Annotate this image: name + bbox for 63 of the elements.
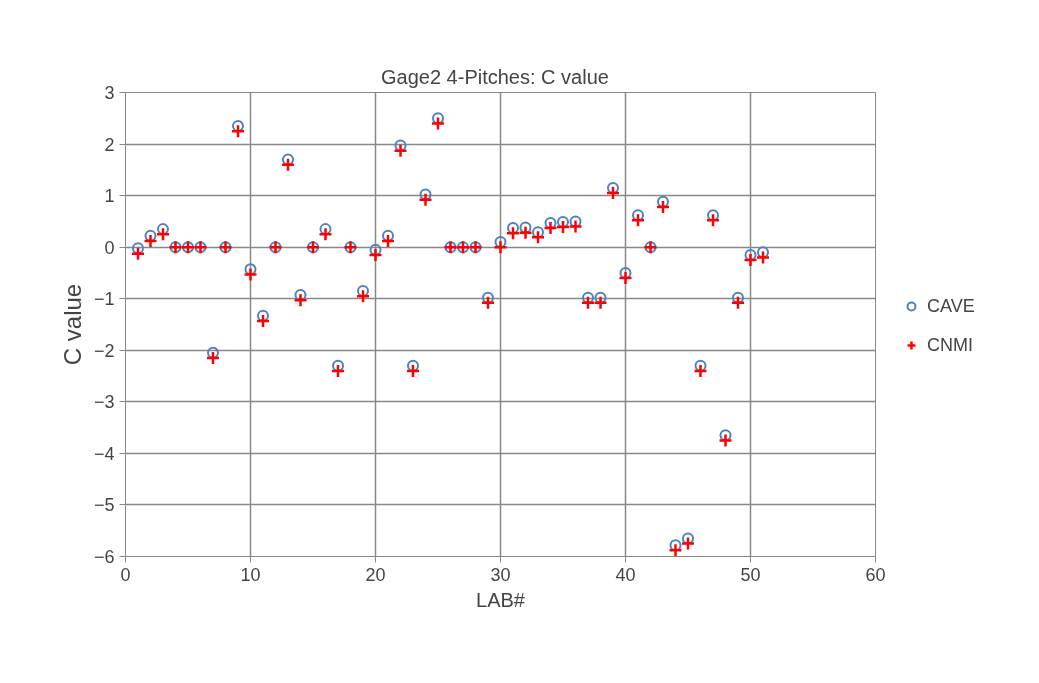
point [330,363,346,379]
y-tick-label: −6 [93,547,115,567]
point [255,313,271,329]
point [618,270,633,286]
x-tick-label: 30 [490,564,511,585]
point [405,363,421,379]
point [718,433,733,448]
chart-title: Gage2 4-Pitches: C value [380,65,609,88]
x-tick-label: 40 [615,564,636,585]
point [205,350,221,366]
point [693,363,708,379]
y-tick-label: 2 [104,134,115,155]
point [580,295,596,311]
y-tick-label: −2 [93,340,115,361]
point [655,199,671,215]
point [130,246,146,262]
point [705,213,721,228]
point [280,157,296,172]
y-tick-label: −4 [93,443,115,464]
x-tick-label: 10 [240,564,261,585]
point [418,192,433,207]
point [318,227,333,242]
point [393,143,408,159]
point [680,536,696,551]
legend-label: CAVE [927,295,975,317]
point [368,247,383,263]
point [593,295,608,311]
x-tick-label: 50 [740,564,761,585]
y-tick-label: 3 [104,83,115,103]
y-tick-label: 1 [104,186,115,207]
legend-label: CNMI [927,334,973,356]
y-tick-label: −3 [93,392,115,413]
point [668,543,683,557]
x-axis-title: LAB# [476,588,526,611]
point [518,225,533,240]
x-tick-label: 60 [865,564,886,585]
y-axis-title: C value [58,283,86,366]
point [243,267,258,282]
point [293,293,308,308]
point [730,295,746,311]
point [630,213,646,228]
y-tick-label: −5 [93,495,115,516]
point [743,252,758,268]
point [430,116,446,131]
point [505,226,521,241]
point [530,230,546,245]
point [605,185,621,201]
point [543,220,558,236]
point [155,227,171,242]
point [143,233,158,249]
point [355,288,371,304]
point [568,219,583,234]
point [555,219,571,235]
point [682,532,694,545]
x-tick-label: 20 [365,564,386,585]
y-tick-label: 0 [104,237,115,258]
point [755,250,771,265]
point [480,295,496,311]
y-tick-label: −1 [93,289,115,310]
point [230,123,246,139]
point [493,239,508,255]
x-tick-label: 0 [120,564,131,585]
point [380,233,396,249]
